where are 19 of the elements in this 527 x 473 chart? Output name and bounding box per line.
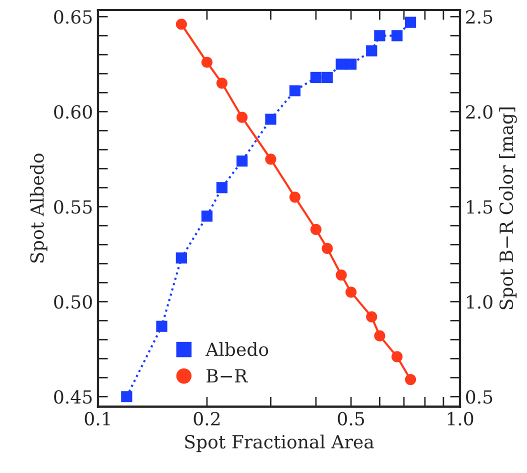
x-tick-label: 0.5 xyxy=(338,412,364,426)
x-tick-label: 0.2 xyxy=(194,412,220,426)
x-tick-label: 0.1 xyxy=(84,412,110,426)
x-axis-title: Spot Fractional Area xyxy=(185,434,374,452)
y2-tick-label: 1.5 xyxy=(467,200,492,214)
x-tick-label: 1.0 xyxy=(448,412,474,426)
y-axis-title: Spot Albedo xyxy=(30,154,48,262)
y2-tick-label: 1.0 xyxy=(467,295,492,309)
y-tick-label: 0.55 xyxy=(54,200,92,214)
y2-axis-title: Spot B−R Color [mag] xyxy=(499,108,517,310)
y-tick-label: 0.60 xyxy=(54,105,92,119)
y2-tick-label: 0.5 xyxy=(466,390,492,404)
y2-tick-label: 2.5 xyxy=(466,10,492,24)
legend-label: Albedo xyxy=(205,342,268,356)
y-tick-label: 0.65 xyxy=(54,10,92,24)
y2-tick-label: 2.0 xyxy=(466,105,492,119)
legend-label: B−R xyxy=(206,369,248,382)
y-tick-label: 0.45 xyxy=(54,390,92,404)
y-tick-label: 0.50 xyxy=(54,295,92,309)
